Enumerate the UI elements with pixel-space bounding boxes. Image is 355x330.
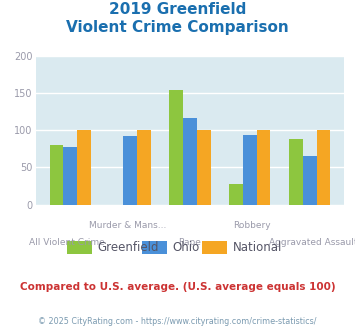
Text: Aggravated Assault: Aggravated Assault — [269, 238, 355, 247]
Text: Compared to U.S. average. (U.S. average equals 100): Compared to U.S. average. (U.S. average … — [20, 282, 335, 292]
Bar — [243, 135, 257, 205]
Bar — [303, 156, 317, 205]
Bar — [169, 89, 183, 205]
Text: National: National — [233, 241, 282, 254]
Text: © 2025 CityRating.com - https://www.cityrating.com/crime-statistics/: © 2025 CityRating.com - https://www.city… — [38, 317, 317, 326]
Text: Rape: Rape — [179, 238, 201, 247]
Bar — [50, 145, 63, 205]
Bar — [183, 118, 197, 205]
Bar — [317, 130, 330, 205]
Text: 2019 Greenfield: 2019 Greenfield — [109, 2, 246, 16]
Text: Violent Crime Comparison: Violent Crime Comparison — [66, 20, 289, 35]
Bar — [229, 184, 243, 205]
Text: Murder & Mans...: Murder & Mans... — [89, 221, 167, 230]
Text: Ohio: Ohio — [172, 241, 200, 254]
Bar — [289, 139, 303, 205]
Bar — [77, 130, 91, 205]
Text: Robbery: Robbery — [233, 221, 271, 230]
Text: Greenfield: Greenfield — [98, 241, 159, 254]
Bar — [63, 148, 77, 205]
Bar — [197, 130, 211, 205]
Bar — [257, 130, 271, 205]
Text: All Violent Crime: All Violent Crime — [28, 238, 104, 247]
Bar — [123, 136, 137, 205]
Bar — [137, 130, 151, 205]
